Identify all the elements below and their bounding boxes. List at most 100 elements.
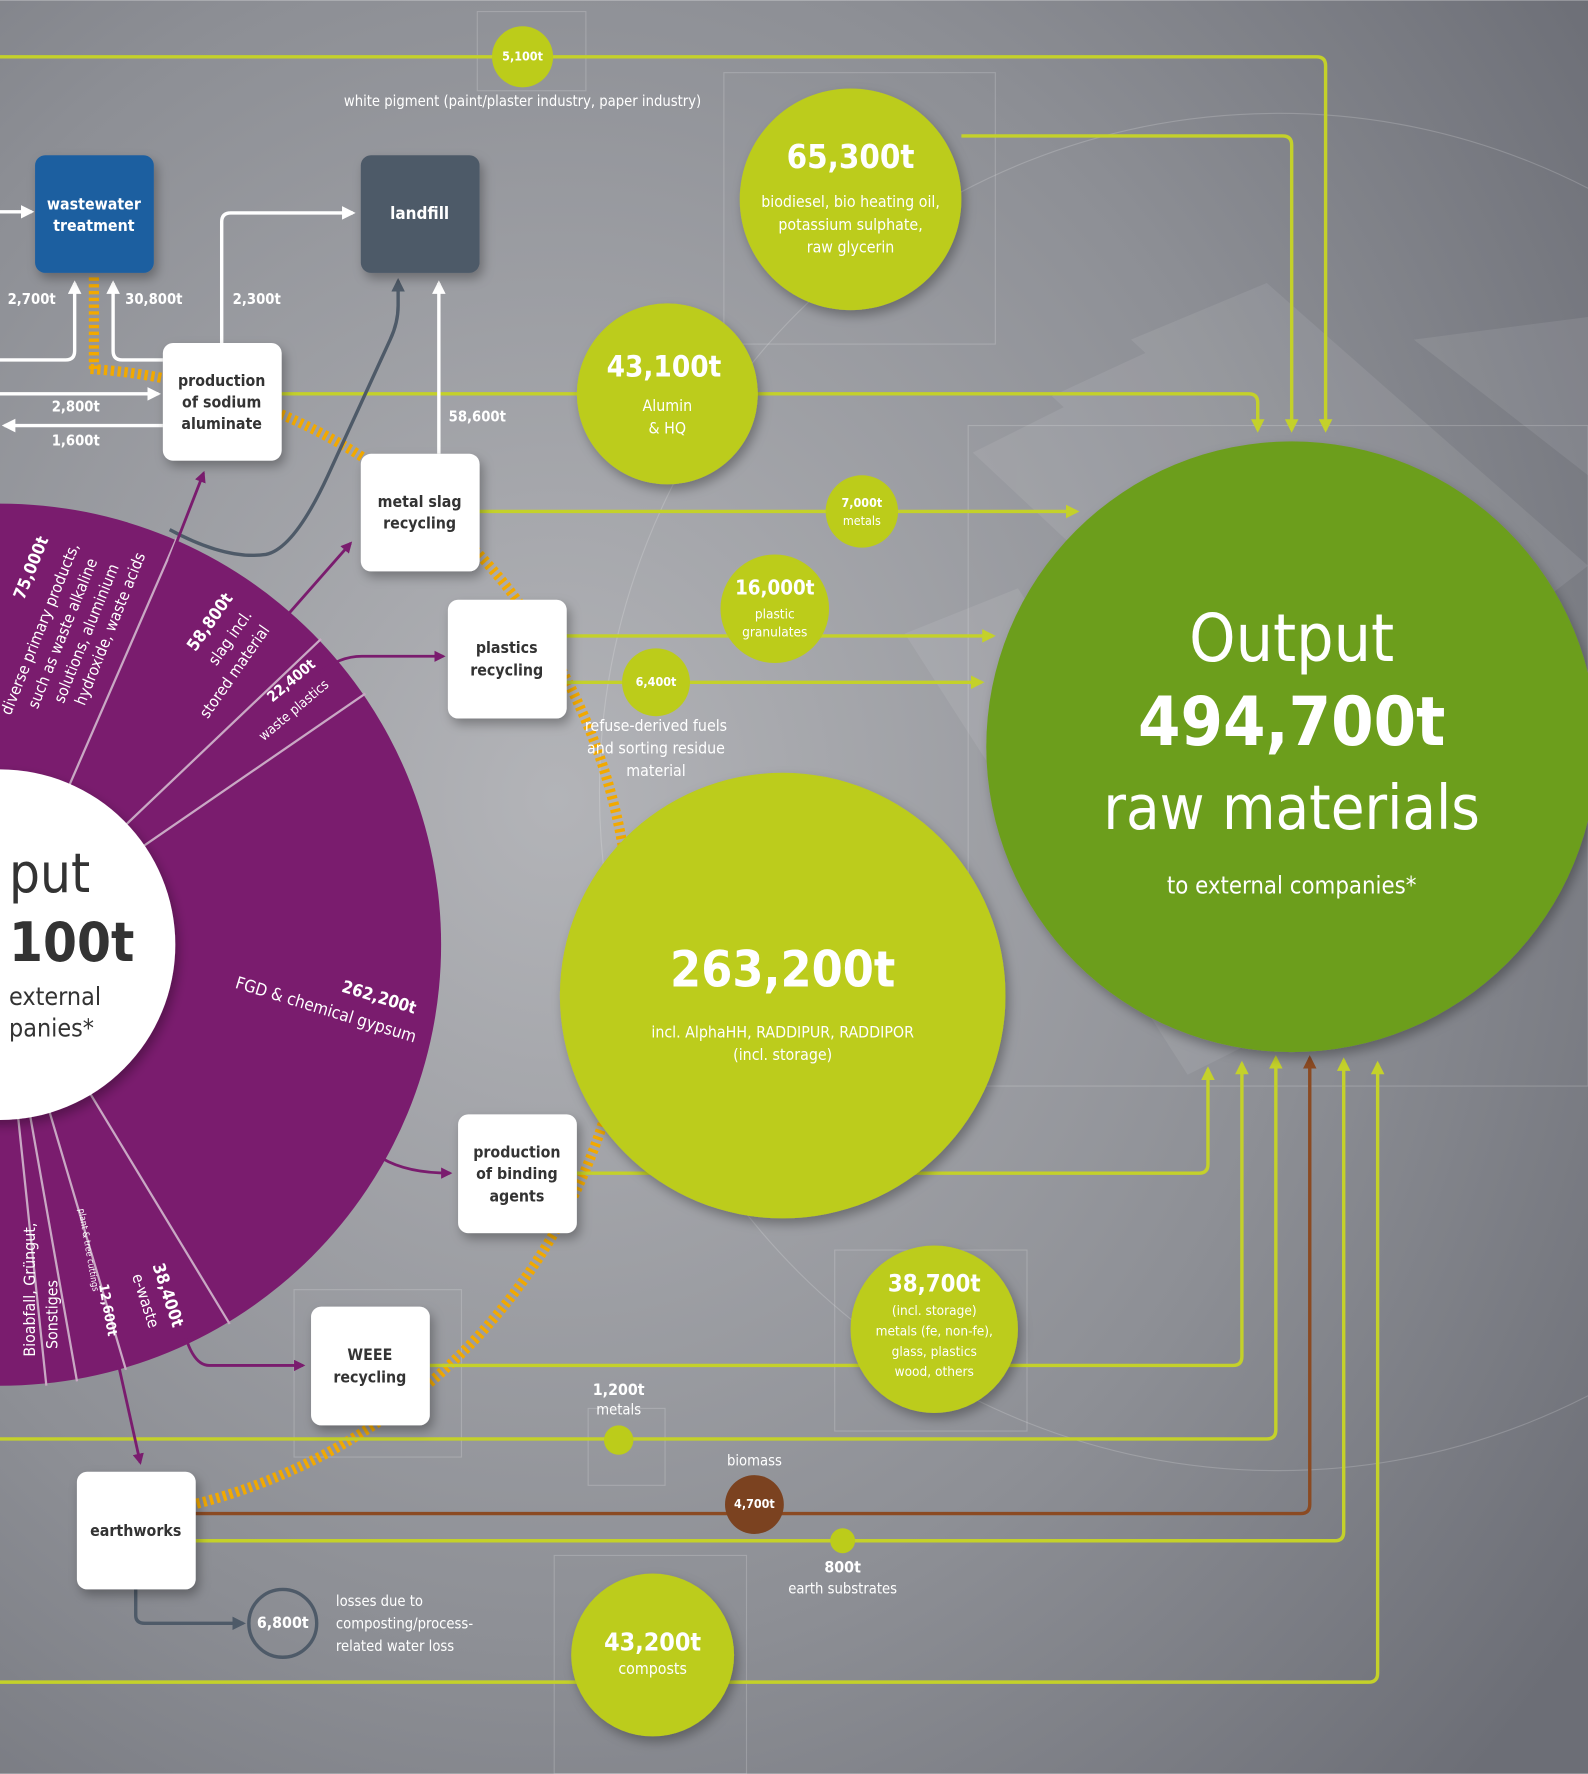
product-amount: 16,000t (735, 575, 815, 599)
output-title: Output (1189, 601, 1394, 677)
product-amount: 43,100t (607, 349, 722, 383)
product-label: plastic (755, 606, 795, 622)
segment-divider (86, 1089, 231, 1325)
flow-amount: 1,600t (52, 432, 101, 449)
process-box (76, 1471, 196, 1590)
product-label: and sorting residue (587, 739, 725, 758)
process-box (311, 1306, 430, 1426)
product-circle (725, 1475, 784, 1534)
product-label: (incl. storage) (892, 1303, 977, 1319)
process-label: recycling (383, 513, 456, 532)
product-amount: 263,200t (670, 940, 895, 998)
purple-arrows (111, 470, 453, 1465)
process-boxes (35, 155, 577, 1590)
product-label: wood, others (895, 1364, 974, 1380)
decor-grid (293, 10, 1588, 1774)
product-label: metals (843, 513, 881, 528)
product-label: composting/process- (336, 1615, 473, 1632)
product-amount: 65,300t (787, 138, 915, 176)
product-label: losses due to (336, 1593, 423, 1610)
flow-amount: 2,300t (233, 291, 282, 308)
product-label: (incl. storage) (733, 1045, 832, 1064)
product-circle (603, 1425, 634, 1455)
product-label: & HQ (649, 418, 687, 437)
product-label: material (626, 761, 685, 780)
process-label: production (178, 371, 265, 390)
process-label: earthworks (90, 1521, 181, 1540)
biomass-line (195, 1055, 1317, 1516)
input-label: put (9, 842, 90, 905)
landfill-line (168, 278, 405, 558)
product-circle (571, 1573, 735, 1737)
product-circle (622, 648, 690, 717)
product-label: earth substrates (788, 1580, 897, 1597)
process-box (360, 453, 480, 572)
product-circle (739, 88, 962, 311)
process-label: aluminate (181, 414, 262, 433)
output-amount: 494,700t (1138, 683, 1445, 762)
output-circle (986, 441, 1588, 1053)
product-amount: 4,700t (734, 1496, 775, 1511)
segment-label: Bioabfall, Grüngut, (20, 1223, 39, 1357)
loss-circle (247, 1587, 319, 1659)
process-label: wastewater (47, 194, 141, 213)
segment-divider (28, 1111, 79, 1382)
process-box (360, 155, 480, 273)
flow-amount: 58,600t (449, 409, 507, 426)
input-amount: 100t (9, 911, 134, 974)
process-box (458, 1114, 577, 1234)
product-label: granulates (742, 625, 807, 641)
process-label: of sodium (182, 392, 261, 411)
process-box (35, 155, 154, 273)
product-label: white pigment (paint/plaster industry, p… (344, 93, 701, 110)
product-circle (492, 26, 554, 88)
product-circle (850, 1245, 1018, 1413)
product-label: biodiesel, bio heating oil, (761, 192, 940, 211)
segment-divider (122, 638, 322, 829)
product-label: related water loss (336, 1638, 454, 1655)
product-label: glass, plastics (892, 1344, 977, 1360)
process-box (162, 342, 282, 461)
product-amount: 1,200t (593, 1380, 645, 1399)
segment-label: Sonstiges (43, 1280, 62, 1349)
product-amount: 5,100t (502, 48, 543, 63)
white-arrows (0, 204, 446, 454)
product-amount: 800t (824, 1557, 861, 1576)
process-label: treatment (53, 216, 135, 235)
process-label: landfill (390, 203, 449, 223)
input-center (0, 769, 176, 1120)
loss-line (134, 1589, 246, 1631)
product-amount: 6,800t (257, 1613, 309, 1632)
product-amount: 43,200t (604, 1628, 701, 1657)
product-circle (576, 303, 758, 485)
process-box (447, 599, 567, 719)
product-label: Alumin (643, 396, 693, 415)
process-label: of binding (476, 1164, 558, 1183)
output-label: raw materials (1103, 773, 1480, 844)
input-pie (0, 503, 441, 1386)
product-label: refuse-derived fuels (585, 716, 727, 735)
product-circle (825, 475, 899, 548)
product-circles (247, 26, 1018, 1737)
product-amount: 7,000t (841, 495, 882, 510)
input-label: external (9, 982, 101, 1011)
flow-amount: 30,800t (125, 291, 183, 308)
process-label: plastics (476, 638, 538, 657)
product-label: raw glycerin (807, 237, 895, 256)
product-label: potassium sulphate, (778, 215, 922, 234)
product-circle (559, 772, 1006, 1219)
product-amount: 38,700t (888, 1270, 981, 1298)
process-label: metal slag (378, 492, 462, 511)
segment-divider (16, 1113, 48, 1386)
segment-divider (47, 1107, 128, 1371)
product-label: metals (596, 1402, 641, 1419)
segment-dividers (16, 537, 367, 1386)
flow-amount: 2,800t (52, 398, 101, 415)
process-label: recycling (333, 1367, 406, 1386)
product-label: biomass (727, 1453, 782, 1470)
process-label: production (473, 1142, 560, 1161)
product-label: incl. AlphaHH, RADDIPUR, RADDIPOR (651, 1022, 914, 1041)
product-circle (830, 1528, 856, 1554)
process-label: WEEE (347, 1345, 392, 1364)
